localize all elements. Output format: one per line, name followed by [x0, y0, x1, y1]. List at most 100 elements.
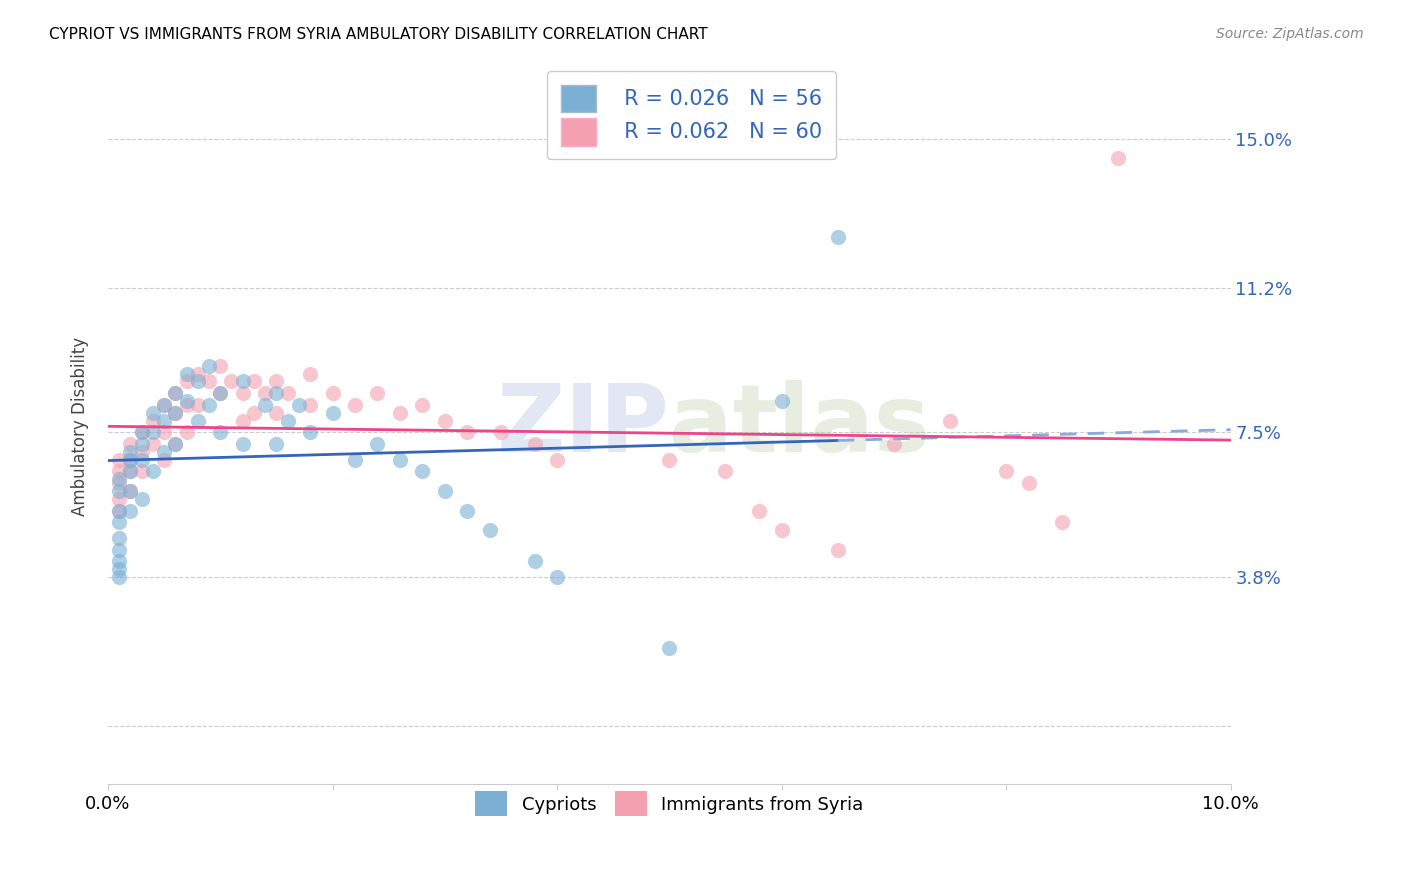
Point — [108, 452, 131, 467]
Point — [1050, 516, 1073, 530]
Point — [388, 406, 411, 420]
Point — [388, 452, 411, 467]
Point — [120, 452, 142, 467]
Point — [456, 503, 478, 517]
Point — [108, 503, 131, 517]
Point — [321, 406, 343, 420]
Point — [131, 452, 153, 467]
Point — [187, 398, 209, 412]
Point — [198, 375, 221, 389]
Point — [209, 359, 232, 373]
Point — [209, 386, 232, 401]
Point — [108, 476, 131, 491]
Point — [266, 406, 288, 420]
Point — [153, 452, 176, 467]
Point — [165, 437, 187, 451]
Point — [108, 562, 131, 576]
Point — [176, 375, 198, 389]
Point — [299, 367, 322, 381]
Point — [108, 516, 131, 530]
Point — [243, 375, 266, 389]
Point — [176, 394, 198, 409]
Point — [153, 445, 176, 459]
Point — [254, 386, 277, 401]
Point — [131, 465, 153, 479]
Point — [142, 465, 165, 479]
Point — [176, 425, 198, 440]
Point — [770, 394, 793, 409]
Point — [277, 414, 299, 428]
Point — [142, 414, 165, 428]
Point — [108, 483, 131, 498]
Point — [165, 406, 187, 420]
Point — [120, 483, 142, 498]
Point — [165, 437, 187, 451]
Point — [343, 398, 366, 412]
Point — [254, 398, 277, 412]
Point — [546, 452, 568, 467]
Point — [411, 398, 433, 412]
Point — [658, 640, 681, 655]
Point — [108, 531, 131, 545]
Point — [232, 386, 254, 401]
Point — [131, 425, 153, 440]
Point — [456, 425, 478, 440]
Point — [120, 445, 142, 459]
Point — [187, 375, 209, 389]
Point — [108, 491, 131, 506]
Point — [433, 483, 456, 498]
Point — [366, 437, 388, 451]
Point — [523, 554, 546, 568]
Text: atlas: atlas — [669, 381, 931, 473]
Point — [142, 437, 165, 451]
Point — [299, 398, 322, 412]
Point — [343, 452, 366, 467]
Point — [131, 437, 153, 451]
Point — [153, 414, 176, 428]
Point — [131, 445, 153, 459]
Point — [108, 554, 131, 568]
Point — [198, 398, 221, 412]
Point — [243, 406, 266, 420]
Point — [120, 465, 142, 479]
Point — [489, 425, 512, 440]
Point — [209, 386, 232, 401]
Point — [748, 503, 770, 517]
Point — [995, 465, 1018, 479]
Point — [120, 503, 142, 517]
Point — [266, 437, 288, 451]
Point — [277, 386, 299, 401]
Point — [288, 398, 311, 412]
Text: CYPRIOT VS IMMIGRANTS FROM SYRIA AMBULATORY DISABILITY CORRELATION CHART: CYPRIOT VS IMMIGRANTS FROM SYRIA AMBULAT… — [49, 27, 707, 42]
Point — [108, 570, 131, 584]
Point — [770, 523, 793, 537]
Point — [266, 375, 288, 389]
Point — [827, 542, 849, 557]
Point — [176, 398, 198, 412]
Point — [176, 367, 198, 381]
Point — [232, 414, 254, 428]
Point — [232, 437, 254, 451]
Point — [883, 437, 905, 451]
Point — [411, 465, 433, 479]
Point — [1107, 152, 1129, 166]
Point — [433, 414, 456, 428]
Point — [108, 503, 131, 517]
Point — [366, 386, 388, 401]
Point — [187, 367, 209, 381]
Point — [299, 425, 322, 440]
Point — [165, 386, 187, 401]
Point — [120, 483, 142, 498]
Text: Source: ZipAtlas.com: Source: ZipAtlas.com — [1216, 27, 1364, 41]
Point — [165, 386, 187, 401]
Point — [523, 437, 546, 451]
Point — [120, 465, 142, 479]
Point — [209, 425, 232, 440]
Point — [142, 425, 165, 440]
Point — [1018, 476, 1040, 491]
Point — [198, 359, 221, 373]
Point — [187, 414, 209, 428]
Point — [478, 523, 501, 537]
Point — [131, 491, 153, 506]
Point — [165, 406, 187, 420]
